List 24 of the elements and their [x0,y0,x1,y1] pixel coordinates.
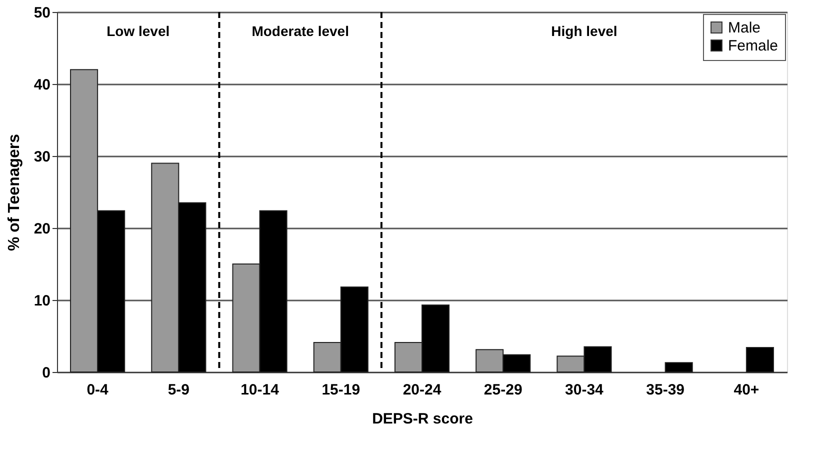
y-tick-label: 50 [34,4,50,22]
x-axis-title: DEPS-R score [372,410,473,428]
x-tick-label: 5-9 [168,382,190,398]
x-tick-label: 30-34 [565,382,604,398]
annotation: High level [551,23,618,39]
y-tick-label: 20 [34,220,50,238]
bar [664,362,693,372]
legend-label: Male [728,20,761,36]
y-tick-label: 10 [34,292,50,310]
y-tick-label: 40 [34,76,50,94]
x-tick-label: 10-14 [240,382,280,398]
annotation: Moderate level [252,23,349,39]
x-tick-label: 15-19 [322,382,360,398]
x-tick-label: 40+ [734,382,760,398]
legend-label: Female [728,38,778,54]
y-tick-label: 0 [42,364,50,382]
bar [746,347,774,372]
annotation: Low level [106,23,170,39]
x-tick-label: 20-24 [402,382,442,398]
y-axis-title: % of Teenagers [6,134,23,252]
x-tick-label: 25-29 [484,382,522,398]
y-tick-label: 30 [34,148,50,166]
x-tick-label: 0-4 [86,382,110,398]
x-tick-label: 35-39 [646,382,685,398]
